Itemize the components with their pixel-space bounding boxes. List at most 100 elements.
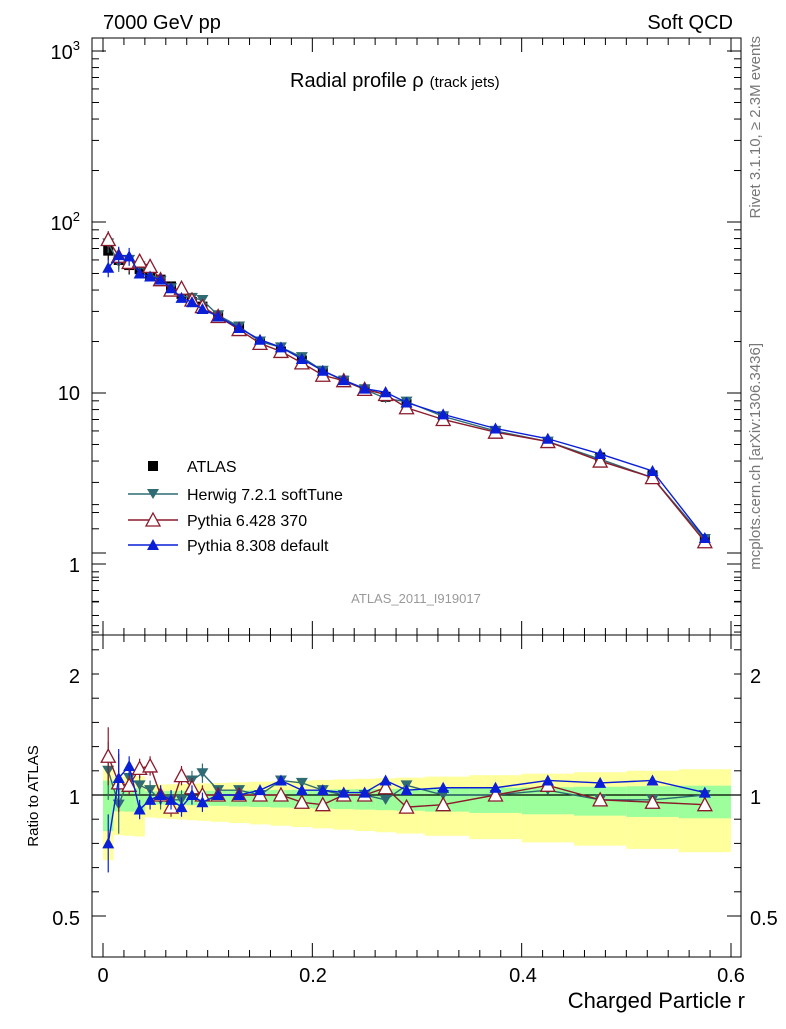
ratio-tick-2-left: 2: [69, 666, 80, 688]
data-point-pythia-8-308-default: [102, 261, 115, 273]
legend: ATLAS Herwig 7.2.1 softTune Pythia 6.428…: [128, 459, 343, 555]
data-point-pythia-8-308-default: [144, 270, 157, 282]
data-point-pythia-8-308-default: [175, 291, 188, 303]
ratio-point-pythia-8-308-default: [154, 789, 167, 800]
ratio-tick-05-right: 0.5: [750, 908, 778, 930]
ratio-point-pythia-6-428-370: [644, 793, 661, 809]
x-tick-label-0: 0: [97, 965, 108, 987]
data-point-pythia-8-308-default: [112, 249, 125, 261]
ratio-point-pythia-8-308-default: [400, 784, 413, 796]
ratio-point-pythia-6-428-370: [121, 776, 138, 792]
legend-label-herwig: Herwig 7.2.1 softTune: [187, 487, 343, 504]
y-tick-label-10: 10: [58, 383, 80, 405]
ratio-point-pythia-6-428-370: [377, 779, 394, 795]
ratio-point-pythia-8-308-default: [541, 774, 554, 786]
data-point-pythia-8-308-default: [358, 382, 371, 394]
ratio-point-pythia-6-428-370: [487, 786, 504, 802]
ratio-point-herwig-7-2-1-softtune: [379, 794, 392, 805]
ratio-y-axis-label: Ratio to ATLAS: [25, 745, 42, 846]
data-point-pythia-8-308-default: [594, 447, 607, 459]
chart-title-suffix: (track jets): [430, 74, 500, 91]
ratio-tick-1-left: 1: [69, 787, 80, 809]
data-point-pythia-8-308-default: [489, 422, 502, 434]
ratio-point-pythia-8-308-default: [212, 789, 225, 800]
y-tick-label-1: 1: [69, 555, 80, 577]
ratio-point-pythia-8-308-default: [123, 759, 136, 771]
ratio-point-pythia-8-308-default: [102, 837, 115, 849]
ratio-point-pythia-8-308-default: [379, 774, 392, 786]
analysis-label: ATLAS_2011_I919017: [351, 591, 481, 606]
ratio-point-pythia-6-428-370: [696, 796, 713, 812]
ratio-point-pythia-6-428-370: [100, 747, 117, 763]
data-point-pythia-6-428-370: [592, 452, 609, 468]
legend-marker-atlas: [148, 461, 158, 471]
ratio-tick-2-right: 2: [750, 666, 761, 688]
data-point-pythia-8-308-default: [133, 267, 146, 279]
main-series-group: [100, 231, 713, 549]
ratio-point-pythia-8-308-default: [489, 781, 502, 793]
ratio-point-pythia-6-428-370: [314, 796, 331, 812]
ratio-point-pythia-8-308-default: [316, 784, 329, 796]
x-tick-label-02: 0.2: [299, 965, 327, 987]
chart-title: Radial profile ρ (track jets): [290, 70, 500, 92]
rivet-version-label: Rivet 3.1.10, ≥ 2.3M events: [747, 36, 764, 219]
band-inner-bin: [103, 780, 114, 832]
legend-label-atlas: ATLAS: [187, 459, 237, 476]
legend-marker-pythia8: [147, 539, 159, 550]
x-axis-label: Charged Particle r: [568, 988, 745, 1013]
data-point-pythia-8-308-default: [274, 341, 287, 353]
ratio-point-pythia-8-308-default: [254, 784, 266, 796]
axis-ticks: [92, 38, 741, 957]
data-point-pythia-8-308-default: [254, 333, 266, 345]
data-point-pythia-8-308-default: [646, 464, 659, 476]
data-point-pythia-8-308-default: [437, 408, 450, 420]
ratio-point-pythia-8-308-default: [698, 786, 711, 798]
legend-label-pythia8: Pythia 8.308 default: [187, 538, 329, 555]
data-point-pythia-8-308-default: [196, 302, 209, 314]
ratio-point-pythia-8-308-default: [144, 793, 157, 805]
ratio-point-pythia-8-308-default: [196, 796, 209, 808]
data-point-pythia-8-308-default: [123, 250, 136, 262]
header-category: Soft QCD: [647, 12, 733, 34]
ratio-point-pythia-6-428-370: [592, 791, 609, 807]
ratio-point-pythia-8-308-default: [175, 801, 188, 813]
ratio-point-pythia-6-428-370: [398, 798, 415, 814]
data-point-pythia-8-308-default: [698, 531, 711, 543]
ratio-point-herwig-7-2-1-softtune: [295, 777, 308, 788]
data-point-pythia-6-428-370: [100, 231, 117, 247]
data-point-pythia-8-308-default: [165, 282, 178, 294]
ratio-point-pythia-8-308-default: [274, 774, 287, 786]
ratio-point-pythia-6-428-370: [142, 757, 159, 773]
ratio-point-herwig-7-2-1-softtune: [196, 768, 209, 779]
legend-marker-herwig: [147, 489, 159, 499]
data-point-pythia-8-308-default: [233, 321, 246, 333]
x-tick-label-04: 0.4: [509, 965, 537, 987]
ratio-point-pythia-8-308-default: [233, 789, 246, 800]
ratio-point-herwig-7-2-1-softtune: [133, 780, 146, 791]
ratio-point-pythia-6-428-370: [272, 786, 290, 802]
ratio-tick-1-right: 1: [750, 787, 761, 809]
ratio-point-pythia-8-308-default: [133, 803, 146, 815]
ratio-point-pythia-6-428-370: [173, 767, 190, 783]
data-point-pythia-6-428-370: [644, 469, 661, 485]
ratio-point-pythia-8-308-default: [337, 786, 350, 798]
ratio-series-group: [100, 727, 713, 873]
mcplots-source-label: mcplots.cern.ch [arXiv:1306.3436]: [747, 343, 764, 570]
ratio-point-pythia-8-308-default: [594, 776, 607, 788]
ratio-point-pythia-8-308-default: [185, 789, 198, 800]
legend-label-pythia6: Pythia 6.428 370: [187, 513, 307, 530]
ratio-point-pythia-8-308-default: [358, 786, 371, 798]
ratio-point-pythia-6-428-370: [435, 796, 452, 812]
data-point-pythia-8-308-default: [400, 396, 413, 408]
data-point-pythia-8-308-default: [379, 386, 392, 398]
ratio-point-pythia-8-308-default: [646, 774, 659, 786]
band-inner-bin: [123, 788, 135, 812]
ratio-point-pythia-8-308-default: [295, 784, 308, 796]
data-point-pythia-8-308-default: [154, 273, 167, 285]
ratio-point-pythia-8-308-default: [437, 781, 450, 793]
data-point-pythia-8-308-default: [337, 374, 350, 386]
x-tick-label-06: 0.6: [717, 965, 745, 987]
data-point-pythia-8-308-default: [185, 296, 198, 308]
